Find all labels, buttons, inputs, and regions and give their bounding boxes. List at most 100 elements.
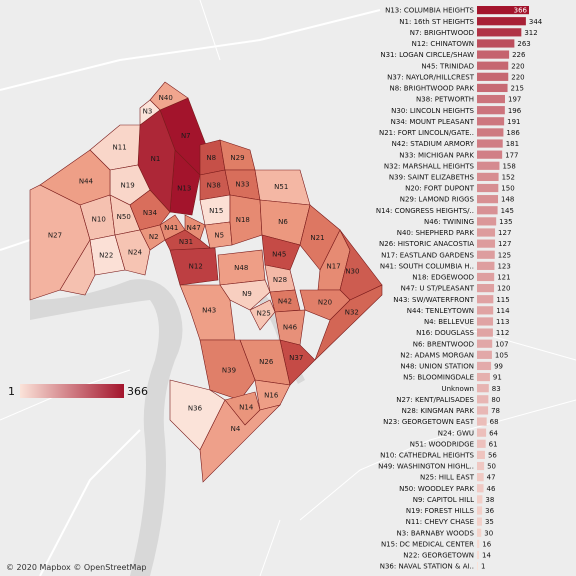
bar-category-label: N20: FORT DUPONT xyxy=(405,185,475,193)
bar[interactable] xyxy=(477,372,490,382)
bar-category-label: N26: HISTORIC ANACOSTIA xyxy=(379,240,474,248)
bar[interactable] xyxy=(477,539,480,548)
bar-category-label: N48: UNION STATION xyxy=(400,363,474,371)
bar[interactable] xyxy=(477,117,505,126)
bar[interactable] xyxy=(477,406,489,415)
neighborhood-n32[interactable] xyxy=(314,284,383,361)
map-neighborhood-label: N21 xyxy=(310,234,324,242)
bar[interactable] xyxy=(477,517,482,526)
bar-value-label: 38 xyxy=(485,496,494,504)
bar-category-label: Unknown xyxy=(442,385,475,393)
bar-value-label: 152 xyxy=(502,174,515,182)
bar-value-label: 99 xyxy=(494,363,503,371)
neighborhood-n31[interactable] xyxy=(164,229,211,251)
bar[interactable] xyxy=(477,206,498,215)
map-neighborhood-label: N12 xyxy=(189,262,203,270)
bar[interactable] xyxy=(477,295,494,304)
bar-value-label: 115 xyxy=(496,296,509,304)
bar[interactable] xyxy=(477,50,510,59)
bar[interactable] xyxy=(477,272,495,282)
bar[interactable] xyxy=(477,17,526,26)
bar[interactable] xyxy=(477,495,483,504)
bar[interactable] xyxy=(477,128,504,137)
bar-category-label: N40: SHEPHERD PARK xyxy=(397,229,475,237)
bar-category-label: N45: TRINIDAD xyxy=(421,62,474,70)
bar[interactable] xyxy=(477,72,509,81)
bar[interactable] xyxy=(477,150,503,159)
bar[interactable] xyxy=(477,395,489,404)
bar-value-label: 145 xyxy=(501,207,514,215)
map-neighborhood-label: N25 xyxy=(257,310,271,318)
neighborhood-n34[interactable] xyxy=(129,189,171,231)
bar-category-label: N30: LINCOLN HEIGHTS xyxy=(391,107,474,115)
bar-value-label: 16 xyxy=(482,540,491,548)
bar[interactable] xyxy=(477,550,479,560)
map-neighborhood-label: N24 xyxy=(128,249,143,257)
bar[interactable] xyxy=(477,228,496,237)
bar[interactable] xyxy=(477,384,489,393)
bar[interactable] xyxy=(477,83,508,93)
choropleth-map xyxy=(29,81,383,483)
bar[interactable] xyxy=(477,428,487,437)
bar[interactable] xyxy=(477,28,522,37)
bar[interactable] xyxy=(477,195,499,204)
bar[interactable] xyxy=(477,317,494,326)
bar[interactable] xyxy=(477,239,496,248)
neighborhood-n42[interactable] xyxy=(269,289,301,313)
bar-category-label: N16: DOUGLASS xyxy=(416,329,474,337)
bar-value-label: 61 xyxy=(489,440,498,448)
bar[interactable] xyxy=(477,217,497,226)
bar[interactable] xyxy=(477,172,499,181)
neighborhood-n23[interactable] xyxy=(59,239,96,296)
bar[interactable] xyxy=(477,473,484,482)
bar[interactable] xyxy=(477,339,493,348)
bar[interactable] xyxy=(477,139,503,148)
bar[interactable] xyxy=(477,484,484,493)
bar-value-label: 196 xyxy=(508,107,522,115)
map-neighborhood-label: N47 xyxy=(187,224,201,232)
bar-value-label: 226 xyxy=(512,51,526,59)
bar[interactable] xyxy=(477,328,493,337)
neighborhood-n4[interactable] xyxy=(199,399,281,483)
bar-category-label: N36: NAVAL STATION & AI.. xyxy=(380,563,474,571)
bar[interactable] xyxy=(477,61,509,70)
neighborhood-n18[interactable] xyxy=(229,194,263,246)
bar-category-label: N23: GEORGETOWN EAST xyxy=(383,418,475,426)
bar[interactable] xyxy=(477,306,494,315)
neighborhood-n39[interactable] xyxy=(199,339,256,401)
bar-category-label: N37: NAYLOR/HILLCREST xyxy=(387,73,475,81)
map-neighborhood-label: N36 xyxy=(188,405,203,413)
bar[interactable] xyxy=(477,506,483,515)
neighborhood-n24[interactable] xyxy=(114,229,151,276)
bar-value-label: 127 xyxy=(498,240,511,248)
bar-category-label: N24: GWU xyxy=(438,429,474,437)
bar-category-label: N17: EASTLAND GARDENS xyxy=(381,251,474,259)
bar[interactable] xyxy=(477,94,505,104)
bar[interactable] xyxy=(477,6,529,15)
bar[interactable] xyxy=(477,39,515,48)
bar-category-label: N39: SAINT ELIZABETHS xyxy=(389,174,475,182)
neighborhood-n3[interactable] xyxy=(139,99,161,126)
bar-value-label: 91 xyxy=(493,374,502,382)
bar[interactable] xyxy=(477,361,492,371)
bar[interactable] xyxy=(477,450,485,459)
bar[interactable] xyxy=(477,461,485,471)
bar-category-label: N42: STADIUM ARMORY xyxy=(392,140,475,148)
bar[interactable] xyxy=(477,350,492,359)
bar[interactable] xyxy=(477,562,478,571)
bar-value-label: 80 xyxy=(491,396,500,404)
bar[interactable] xyxy=(477,439,486,448)
bar[interactable] xyxy=(477,528,482,537)
bar[interactable] xyxy=(477,183,499,193)
bar[interactable] xyxy=(477,106,505,115)
bar-value-label: 107 xyxy=(495,340,508,348)
map-neighborhood-label: N44 xyxy=(79,178,94,186)
bar-category-label: N47: U ST/PLEASANT xyxy=(401,285,475,293)
bar[interactable] xyxy=(477,250,495,259)
bar[interactable] xyxy=(477,417,487,426)
bar[interactable] xyxy=(477,284,495,293)
bar-category-label: N19: FOREST HILLS xyxy=(406,507,475,515)
bar[interactable] xyxy=(477,261,495,270)
bar-category-label: N43: SW/WATERFRONT xyxy=(393,296,474,304)
bar[interactable] xyxy=(477,161,500,170)
